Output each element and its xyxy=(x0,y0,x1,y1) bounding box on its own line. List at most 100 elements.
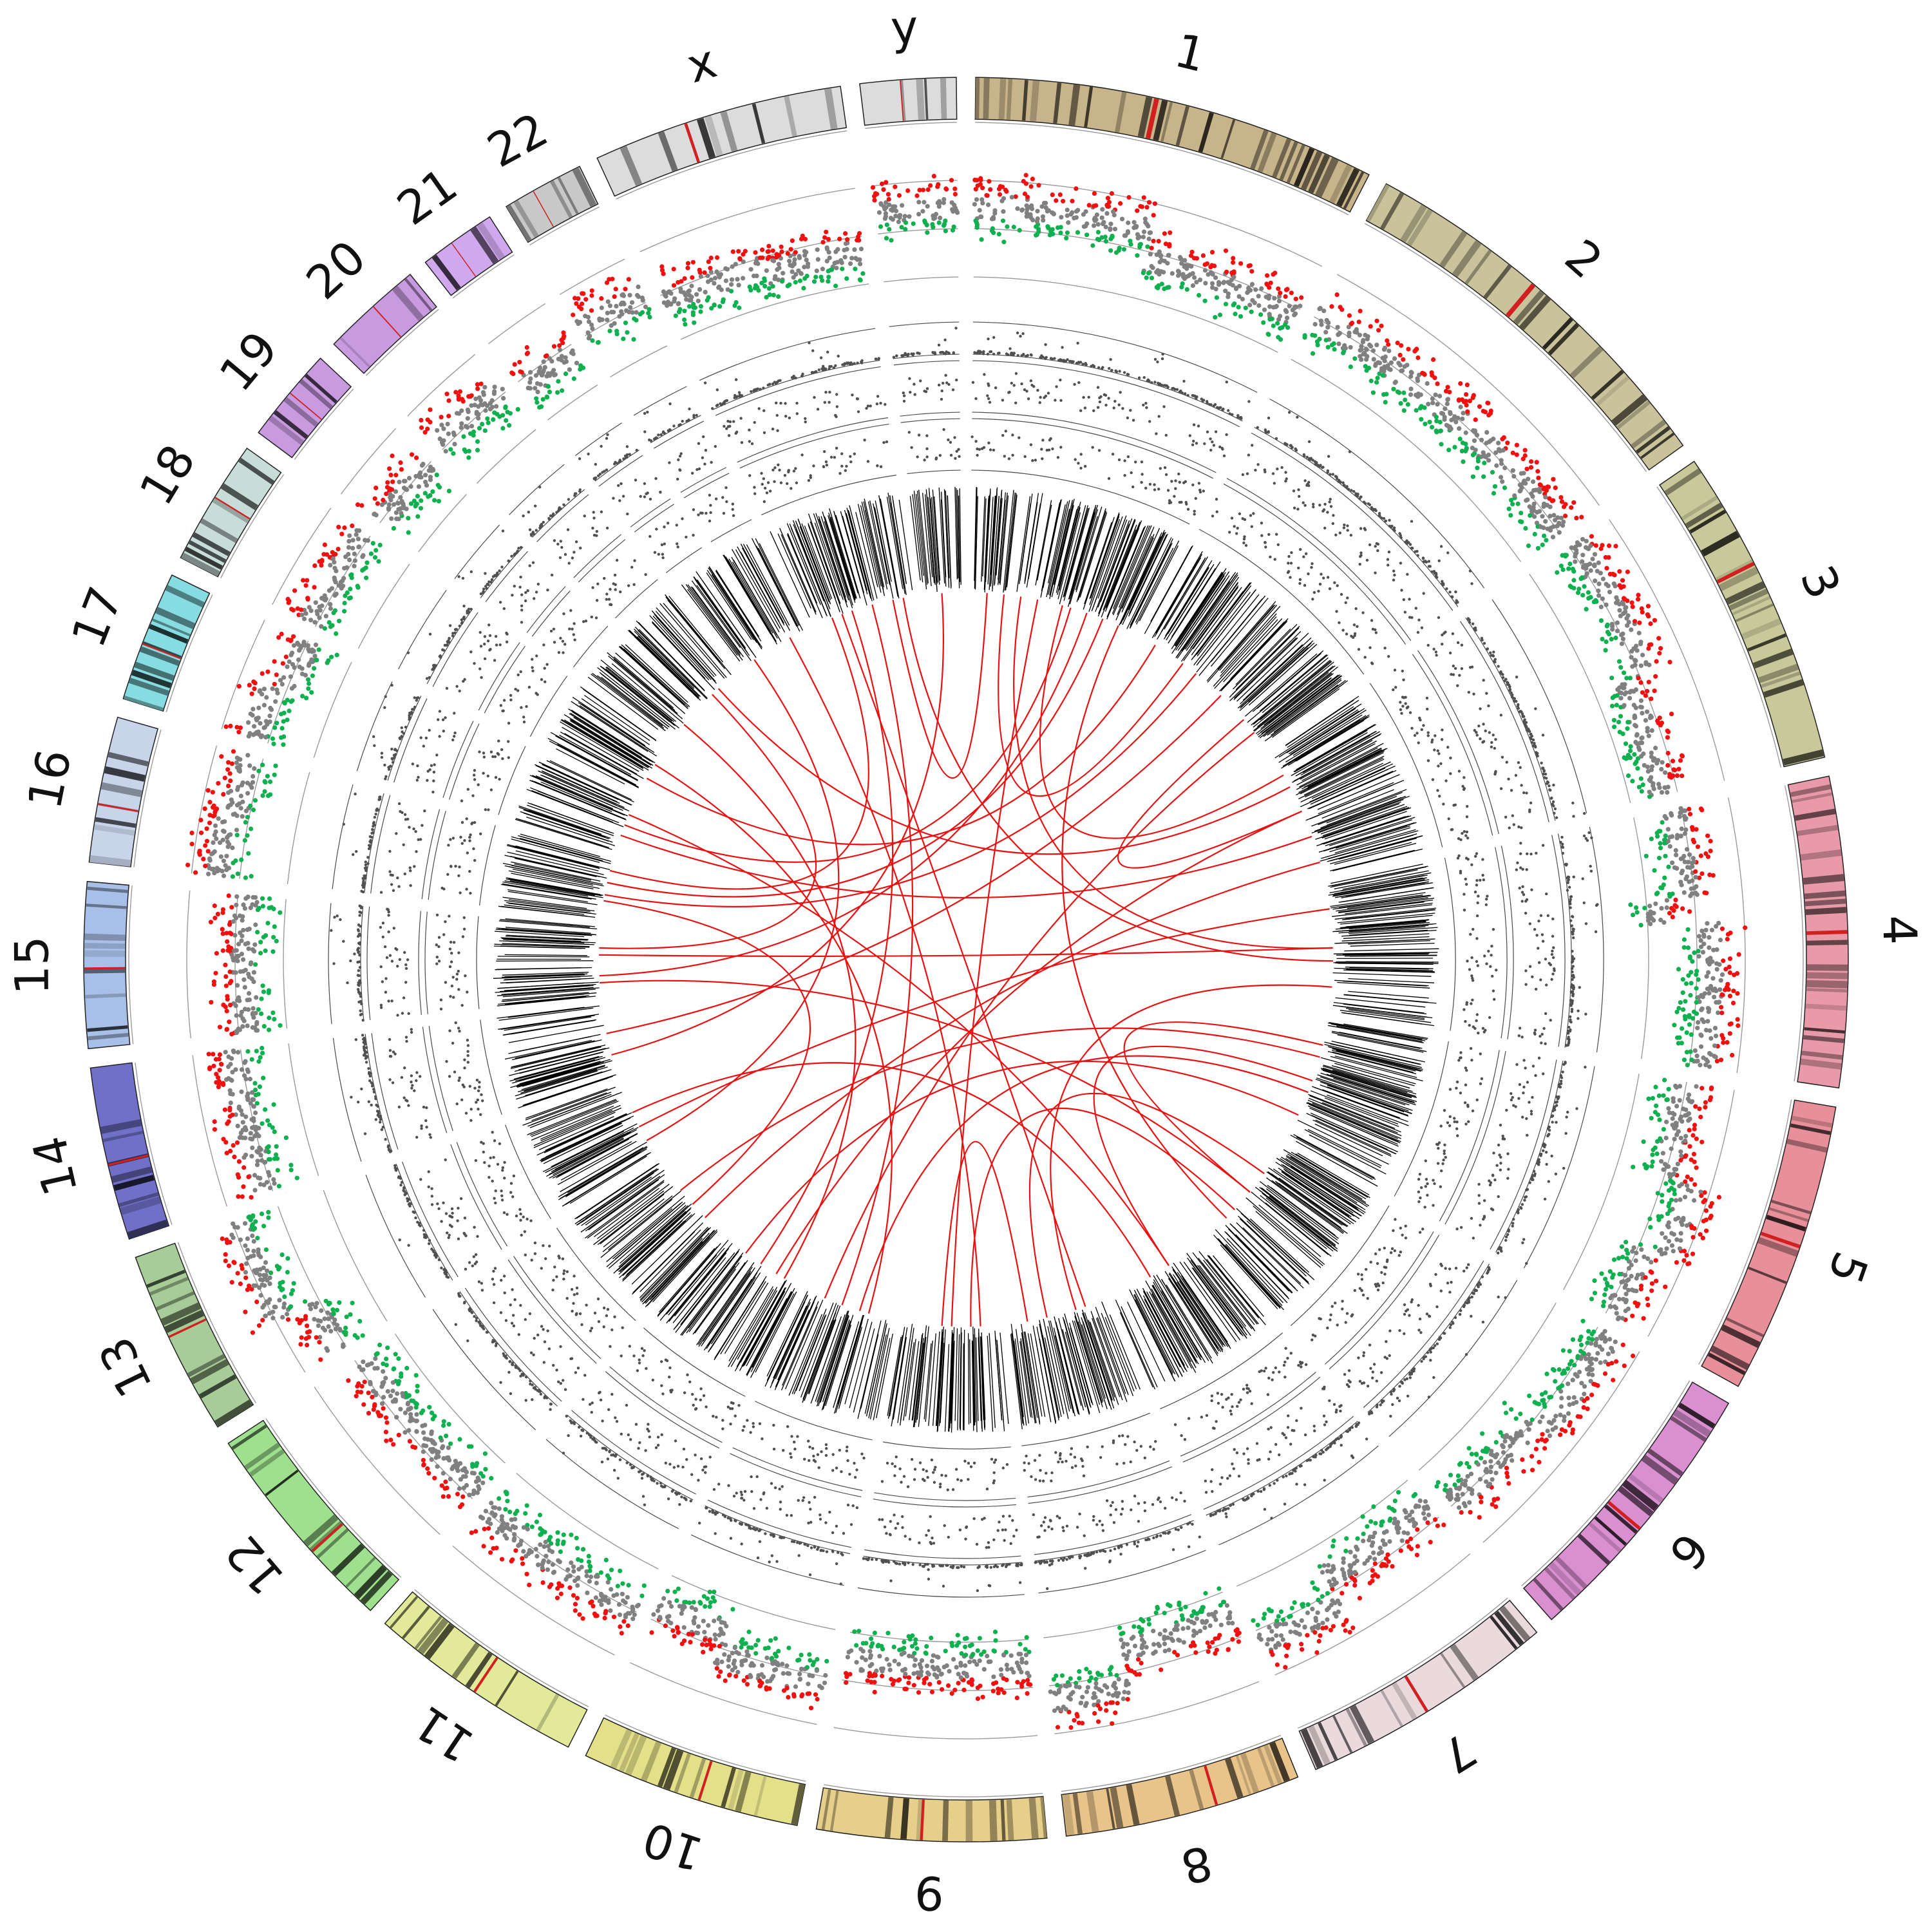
cn-point xyxy=(1678,1000,1683,1005)
cn-point xyxy=(1663,1235,1668,1240)
cn-point xyxy=(1619,632,1624,638)
cn-point xyxy=(1274,303,1279,309)
cn-point xyxy=(1694,1165,1699,1170)
cn-point xyxy=(1162,1649,1168,1654)
cn-point xyxy=(1430,373,1435,378)
cn-point xyxy=(238,793,243,799)
cn-point xyxy=(482,1526,487,1531)
cn-point xyxy=(1654,891,1659,896)
cn-point xyxy=(902,1687,907,1692)
cn-point xyxy=(1675,1161,1680,1166)
scatter-gridline xyxy=(1501,846,1514,1039)
cn-point xyxy=(1396,1490,1401,1495)
cn-point xyxy=(1291,1620,1296,1625)
cn-point xyxy=(243,1128,249,1133)
cn-point xyxy=(1513,1416,1519,1421)
scatter-gridline xyxy=(526,586,566,633)
cn-point xyxy=(234,755,240,761)
cn-point xyxy=(1689,981,1694,986)
cn-point xyxy=(1528,513,1533,518)
cn-point xyxy=(249,826,254,831)
cn-point xyxy=(256,705,261,710)
cn-point xyxy=(1601,1303,1606,1309)
cn-point xyxy=(1510,450,1515,455)
cn-point xyxy=(907,1653,912,1658)
cn-point xyxy=(1372,1561,1378,1566)
cn-point xyxy=(279,1252,285,1257)
cn-point xyxy=(1491,436,1496,442)
cn-point xyxy=(1657,715,1662,721)
cn-point xyxy=(1124,1653,1130,1658)
cn-point xyxy=(285,1311,290,1317)
cn-point xyxy=(1721,1040,1726,1045)
cn-point xyxy=(1023,1653,1028,1658)
cn-point xyxy=(1331,1566,1336,1571)
scatter-gridline xyxy=(650,415,701,444)
cn-point xyxy=(1023,173,1028,178)
cn-point xyxy=(1540,542,1545,547)
cn-point xyxy=(1664,1246,1669,1251)
cn-point xyxy=(329,586,334,591)
cn-point xyxy=(1132,1670,1137,1675)
cn-point xyxy=(1387,348,1392,354)
cn-point xyxy=(1638,741,1643,746)
cn-point xyxy=(1683,1133,1689,1139)
cn-point xyxy=(305,1330,310,1335)
cn-point xyxy=(858,1647,864,1652)
cn-point xyxy=(1628,902,1633,907)
cn-point xyxy=(1284,1653,1289,1658)
cn-point xyxy=(1710,873,1716,878)
cn-point xyxy=(1663,770,1668,775)
scatter-gridline xyxy=(614,579,658,619)
cn-point xyxy=(1009,1653,1014,1658)
cn-point xyxy=(1662,875,1667,880)
cn-point xyxy=(967,1643,972,1649)
cn-point xyxy=(1028,184,1034,189)
scatter-gridline xyxy=(1369,683,1443,848)
cn-point xyxy=(198,830,204,835)
cn-point xyxy=(267,1027,272,1032)
cn-point xyxy=(1381,1542,1387,1547)
cn-point xyxy=(658,1616,663,1621)
cn-point xyxy=(1681,1057,1687,1063)
cn-point xyxy=(1100,222,1106,227)
cn-point xyxy=(1334,1614,1339,1619)
cn-gridline xyxy=(452,1545,615,1656)
cn-point xyxy=(374,547,379,553)
cn-point xyxy=(198,817,204,822)
cn-point xyxy=(1625,1278,1630,1283)
cn-point xyxy=(1046,208,1051,213)
cytoband xyxy=(1452,240,1482,278)
cn-point xyxy=(1694,972,1699,977)
cn-point xyxy=(1146,1617,1151,1622)
cn-point xyxy=(285,1269,290,1275)
cn-point xyxy=(973,187,978,192)
cn-point xyxy=(1640,710,1645,715)
cytoband xyxy=(102,1130,144,1142)
cytoband xyxy=(465,1652,493,1689)
cn-point xyxy=(1139,1628,1144,1633)
cn-point xyxy=(236,730,242,735)
cn-point xyxy=(880,1666,886,1671)
cn-point xyxy=(863,1657,868,1663)
cn-point xyxy=(260,904,265,909)
cn-point xyxy=(1141,234,1146,240)
cn-point xyxy=(1703,1100,1708,1105)
cn-point xyxy=(466,1444,472,1449)
cn-point xyxy=(950,1643,955,1649)
cn-point xyxy=(1465,1473,1470,1479)
cn-point xyxy=(478,1471,484,1476)
cn-point xyxy=(1560,567,1566,573)
cn-point xyxy=(280,1314,285,1320)
cn-point xyxy=(1455,415,1461,421)
cn-point xyxy=(756,1673,761,1678)
cn-point xyxy=(1499,458,1504,463)
cn-gridline xyxy=(323,1189,388,1322)
cn-point xyxy=(346,552,351,557)
centromere xyxy=(900,80,904,121)
ring-guides xyxy=(128,122,1804,1797)
cn-point xyxy=(361,567,366,572)
cn-point xyxy=(1149,276,1155,281)
cn-point xyxy=(253,1219,258,1224)
cn-gridline xyxy=(1784,785,1804,1082)
